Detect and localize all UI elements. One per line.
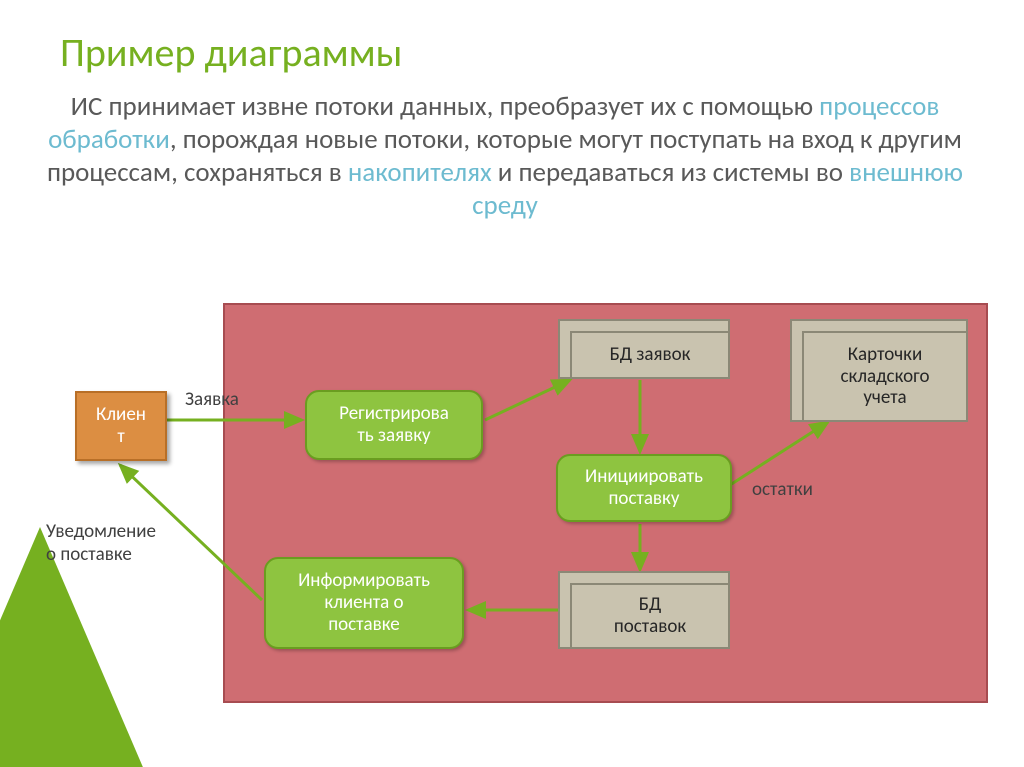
datastore-cards: Карточки складского учета	[790, 319, 968, 422]
slide-title: Пример диаграммы	[60, 28, 402, 77]
entity-client: Клиен т	[75, 391, 167, 461]
datastore-label: Карточки складского учета	[802, 331, 968, 422]
slide-subtitle: ИС принимает извне потоки данных, преобр…	[45, 90, 965, 222]
process-initiate: Инициировать поставку	[556, 454, 732, 522]
edge-label: Уведомление о поставке	[46, 520, 156, 566]
datastore-db_requests: БД заявок	[558, 319, 730, 379]
datastore-db_deliveries: БД поставок	[558, 571, 730, 649]
datastore-label: БД поставок	[570, 583, 730, 649]
process-inform: Информировать клиента о поставке	[264, 557, 464, 649]
edge-label: остатки	[752, 478, 813, 501]
process-register: Регистрирова ть заявку	[305, 390, 483, 460]
edge-label: Заявка	[185, 388, 239, 411]
datastore-label: БД заявок	[570, 331, 730, 379]
